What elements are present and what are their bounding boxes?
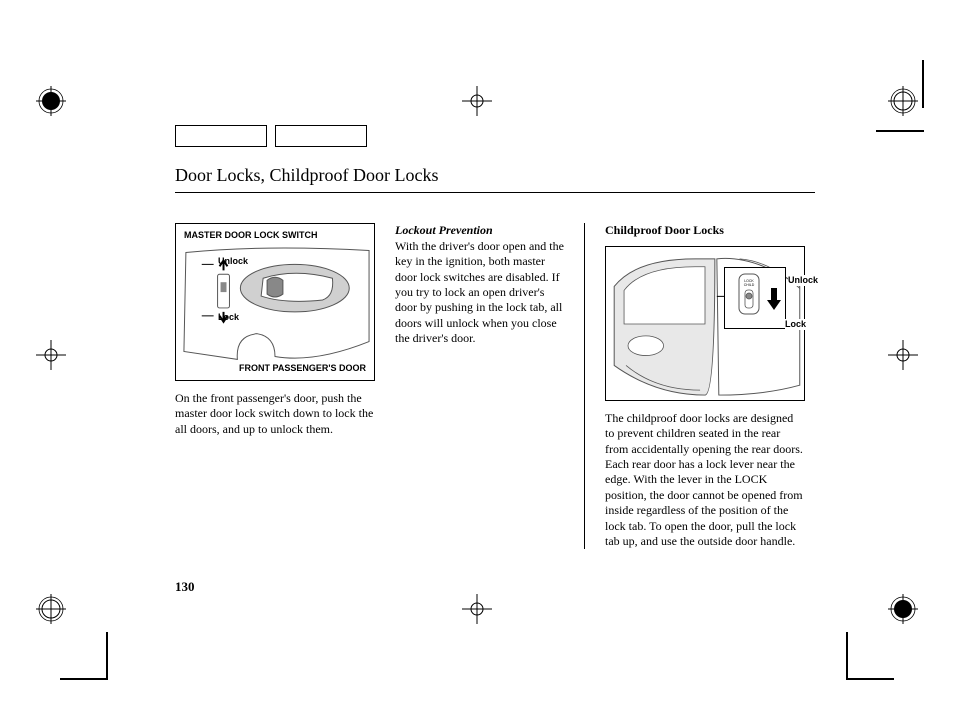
lock-label: Lock: [785, 319, 806, 330]
unlock-label: Unlock: [218, 256, 248, 267]
childproof-inset: LOCK CHILD: [724, 267, 786, 329]
crop-line: [106, 632, 108, 680]
figure-master-door-lock: MASTER DOOR LOCK SWITCH Unlock Loc: [175, 223, 375, 381]
childproof-heading: Childproof Door Locks: [605, 223, 805, 238]
center-mark-bottom: [462, 594, 492, 624]
center-mark-right: [888, 340, 918, 370]
lockout-prevention-heading: Lockout Prevention: [395, 223, 568, 238]
tab-box: [175, 125, 267, 147]
registration-mark-top-left: [36, 86, 66, 116]
column-2: Lockout Prevention With the driver's doo…: [395, 223, 585, 549]
svg-text:CHILD: CHILD: [744, 283, 755, 287]
page-number: 130: [175, 579, 815, 595]
center-mark-left: [36, 340, 66, 370]
figure-title: MASTER DOOR LOCK SWITCH: [184, 230, 318, 241]
arrow-down-icon: [767, 286, 781, 312]
registration-mark-bottom-left: [36, 594, 66, 624]
unlock-label: Unlock: [788, 275, 818, 286]
column-1: MASTER DOOR LOCK SWITCH Unlock Loc: [175, 223, 375, 549]
crop-line: [846, 678, 894, 680]
crop-line: [876, 130, 924, 132]
content-columns: MASTER DOOR LOCK SWITCH Unlock Loc: [175, 223, 815, 549]
column-1-body: On the front passenger's door, push the …: [175, 391, 375, 437]
registration-mark-bottom-right: [888, 594, 918, 624]
lock-label: Lock: [218, 312, 239, 323]
page-content: Door Locks, Childproof Door Locks MASTER…: [175, 125, 815, 595]
figure-childproof-lock: LOCK CHILD Unlock Lock: [605, 246, 805, 401]
crop-line: [60, 678, 108, 680]
center-mark-top: [462, 86, 492, 116]
crop-line: [922, 60, 924, 108]
door-handle-illustration: [176, 242, 374, 362]
header-tab-boxes: [175, 125, 815, 147]
tab-box: [275, 125, 367, 147]
column-3: Childproof Door Locks LOCK CHILD: [605, 223, 805, 549]
crop-line: [846, 632, 848, 680]
column-2-body: With the driver's door open and the key …: [395, 239, 568, 347]
registration-mark-top-right: [888, 86, 918, 116]
column-3-body: The childproof door locks are designed t…: [605, 411, 805, 549]
figure-footer: FRONT PASSENGER'S DOOR: [239, 363, 366, 374]
page-title: Door Locks, Childproof Door Locks: [175, 165, 815, 193]
